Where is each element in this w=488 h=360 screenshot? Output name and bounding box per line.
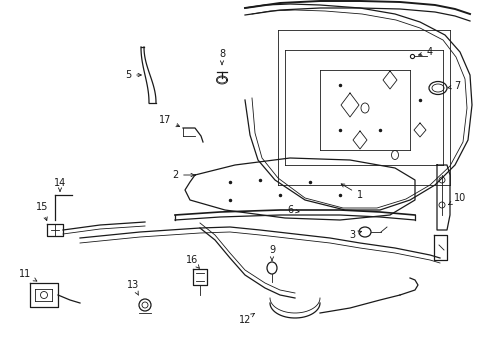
Text: 2: 2: [171, 170, 194, 180]
Text: 9: 9: [268, 245, 274, 261]
Text: 12: 12: [238, 314, 254, 325]
Text: 5: 5: [124, 70, 141, 80]
Text: 4: 4: [418, 47, 432, 57]
Text: 14: 14: [54, 178, 66, 191]
Text: 7: 7: [447, 81, 459, 91]
Text: 15: 15: [36, 202, 48, 221]
Text: 16: 16: [185, 255, 199, 268]
Text: 13: 13: [126, 280, 139, 295]
Text: 11: 11: [19, 269, 37, 281]
Text: 10: 10: [447, 193, 465, 205]
Text: 3: 3: [348, 230, 361, 240]
Text: 6: 6: [286, 205, 299, 215]
Text: 1: 1: [341, 184, 362, 200]
Text: 17: 17: [159, 115, 179, 127]
Text: 8: 8: [219, 49, 224, 64]
